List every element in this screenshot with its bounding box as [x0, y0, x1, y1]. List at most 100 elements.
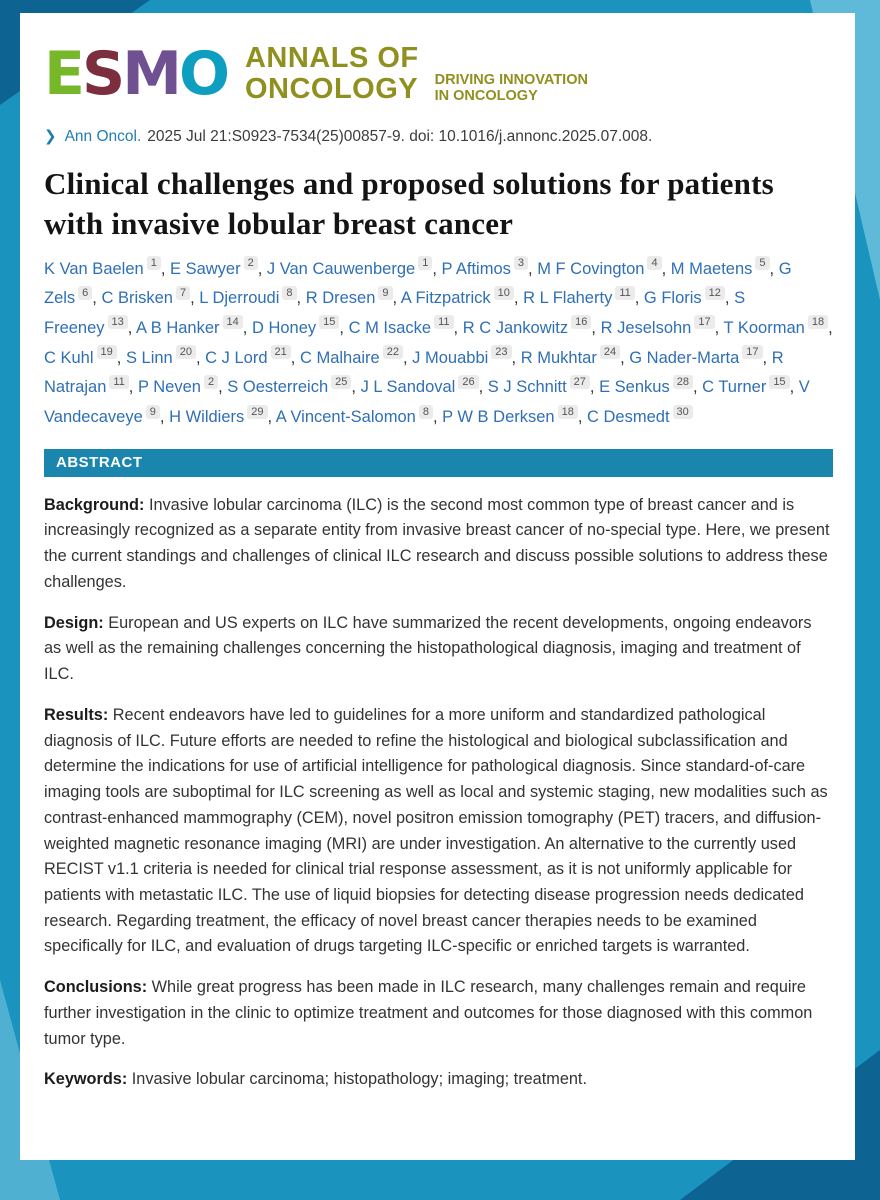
affiliation-superscript[interactable]: 21 [270, 345, 291, 360]
affiliation-superscript[interactable]: 17 [694, 315, 715, 330]
affiliation-superscript[interactable]: 5 [755, 256, 770, 271]
author-link[interactable]: G Floris [643, 289, 702, 308]
author-separator: , [528, 259, 538, 278]
affiliation-superscript[interactable]: 24 [599, 345, 621, 360]
affiliation-superscript[interactable]: 11 [434, 315, 454, 330]
author-link[interactable]: D Honey [251, 318, 317, 337]
affiliation-superscript[interactable]: 22 [382, 345, 403, 360]
affiliation-superscript[interactable]: 11 [615, 285, 635, 300]
author-separator: , [511, 348, 521, 367]
author-link[interactable]: C Desmedt [587, 408, 670, 427]
author-separator: , [513, 289, 524, 308]
affiliation-superscript[interactable]: 16 [571, 315, 592, 330]
author-link[interactable]: P W B Derksen [442, 408, 555, 427]
author-link[interactable]: C J Lord [205, 348, 268, 367]
author-separator: , [589, 378, 600, 397]
author-link[interactable]: T Koorman [723, 318, 805, 337]
author-link[interactable]: R Jeselsohn [600, 318, 692, 337]
affiliation-superscript[interactable]: 1 [418, 256, 433, 271]
affiliation-superscript[interactable]: 13 [107, 315, 128, 330]
esmo-logo-letter: O [178, 39, 230, 109]
author-link[interactable]: R Mukhtar [520, 348, 597, 367]
section-label: Conclusions: [44, 978, 152, 997]
article-page: ESMO ANNALS OF ONCOLOGY DRIVING INNOVATI… [20, 13, 855, 1160]
author-link[interactable]: A B Hanker [136, 318, 220, 337]
affiliation-superscript[interactable]: 9 [378, 285, 393, 300]
abstract-paragraph: Conclusions: While great progress has be… [44, 978, 813, 1048]
author-link[interactable]: C Malhaire [299, 348, 380, 367]
author-separator: , [828, 318, 833, 337]
author-separator: , [392, 289, 401, 308]
affiliation-superscript[interactable]: 25 [331, 374, 352, 389]
author-link[interactable]: J L Sandoval [360, 378, 456, 397]
author-link[interactable]: S Linn [125, 348, 173, 367]
author-link[interactable]: H Wildiers [169, 408, 245, 427]
esmo-logo: ESMO [44, 39, 230, 109]
citation-text: 2025 Jul 21:S0923-7534(25)00857-9. doi: … [147, 128, 653, 145]
author-link[interactable]: C Turner [702, 378, 767, 397]
affiliation-superscript[interactable]: 29 [247, 404, 268, 419]
journal-name-line2: ONCOLOGY [244, 73, 419, 105]
section-label: Keywords: [44, 1070, 132, 1089]
affiliation-superscript[interactable]: 17 [742, 345, 763, 360]
author-link[interactable]: S J Schnitt [487, 378, 567, 397]
affiliation-superscript[interactable]: 8 [418, 404, 433, 419]
affiliation-superscript[interactable]: 18 [807, 315, 829, 330]
author-link[interactable]: M Maetens [670, 259, 753, 278]
author-link[interactable]: E Sawyer [169, 259, 241, 278]
affiliation-superscript[interactable]: 15 [769, 374, 790, 389]
affiliation-superscript[interactable]: 12 [704, 285, 725, 300]
affiliation-superscript[interactable]: 18 [557, 404, 578, 419]
affiliation-superscript[interactable]: 11 [109, 374, 129, 389]
affiliation-superscript[interactable]: 2 [243, 256, 258, 271]
author-link[interactable]: V Vandecaveye [44, 378, 810, 427]
author-separator: , [789, 378, 799, 397]
journal-abbrev-link[interactable]: Ann Oncol. [64, 128, 142, 145]
author-link[interactable]: P Aftimos [441, 259, 511, 278]
abstract-body: Background: Invasive lobular carcinoma (… [44, 493, 833, 1093]
affiliation-superscript[interactable]: 26 [458, 374, 479, 389]
author-link[interactable]: P Neven [137, 378, 201, 397]
affiliation-superscript[interactable]: 8 [282, 285, 297, 300]
author-link[interactable]: G Nader-Marta [629, 348, 740, 367]
affiliation-superscript[interactable]: 7 [176, 285, 191, 300]
abstract-heading: ABSTRACT [44, 448, 833, 477]
author-separator: , [92, 289, 102, 308]
affiliation-superscript[interactable]: 20 [175, 345, 196, 360]
affiliation-superscript[interactable]: 1 [146, 256, 161, 271]
author-link[interactable]: R Natrajan [44, 348, 784, 397]
affiliation-superscript[interactable]: 19 [96, 345, 117, 360]
author-link[interactable]: J Mouabbi [412, 348, 489, 367]
author-link[interactable]: K Van Baelen [44, 259, 144, 278]
author-link[interactable]: A Vincent-Salomon [275, 408, 416, 427]
affiliation-superscript[interactable]: 6 [78, 285, 93, 300]
affiliation-superscript[interactable]: 4 [647, 256, 662, 271]
affiliation-superscript[interactable]: 2 [203, 374, 219, 389]
author-link[interactable]: R L Flaherty [523, 289, 613, 308]
author-separator: , [661, 259, 671, 278]
author-link[interactable]: J Van Cauwenberge [266, 259, 416, 278]
affiliation-superscript[interactable]: 9 [145, 404, 160, 419]
author-link[interactable]: M F Covington [537, 259, 645, 278]
affiliation-superscript[interactable]: 15 [319, 315, 340, 330]
author-link[interactable]: C Brisken [101, 289, 173, 308]
affiliation-superscript[interactable]: 3 [513, 256, 529, 271]
author-link[interactable]: L Djerroudi [199, 289, 280, 308]
author-link[interactable]: R Dresen [305, 289, 376, 308]
author-link[interactable]: G Zels [44, 259, 792, 308]
author-link[interactable]: S Freeney [44, 289, 746, 337]
affiliation-superscript[interactable]: 30 [672, 404, 693, 419]
affiliation-superscript[interactable]: 23 [491, 345, 512, 360]
affiliation-superscript[interactable]: 27 [569, 374, 590, 389]
affiliation-superscript[interactable]: 10 [493, 285, 514, 300]
affiliation-superscript[interactable]: 14 [222, 315, 243, 330]
author-link[interactable]: A Fitzpatrick [400, 289, 491, 308]
author-separator: , [116, 348, 126, 367]
author-separator: , [351, 378, 361, 397]
author-link[interactable]: S Oesterreich [227, 378, 329, 397]
author-link[interactable]: R C Jankowitz [462, 318, 569, 337]
affiliation-superscript[interactable]: 28 [672, 374, 693, 389]
author-link[interactable]: E Senkus [599, 378, 670, 397]
author-link[interactable]: C M Isacke [348, 318, 432, 337]
author-link[interactable]: C Kuhl [44, 348, 94, 367]
